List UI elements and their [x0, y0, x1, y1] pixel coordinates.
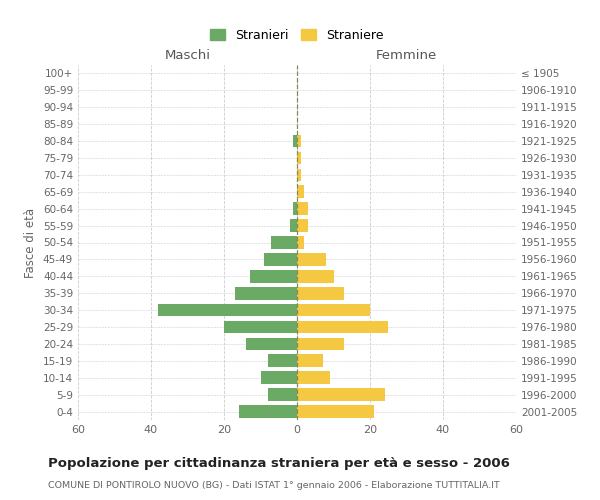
- Y-axis label: Fasce di età: Fasce di età: [25, 208, 37, 278]
- Bar: [224, 320, 297, 334]
- Bar: [297, 287, 344, 300]
- Bar: [297, 186, 304, 198]
- Bar: [297, 134, 301, 147]
- Bar: [239, 405, 297, 418]
- Bar: [268, 354, 297, 367]
- Bar: [250, 270, 297, 282]
- Text: Maschi: Maschi: [164, 48, 211, 62]
- Bar: [297, 253, 326, 266]
- Bar: [297, 372, 330, 384]
- Bar: [297, 338, 344, 350]
- Text: COMUNE DI PONTIROLO NUOVO (BG) - Dati ISTAT 1° gennaio 2006 - Elaborazione TUTTI: COMUNE DI PONTIROLO NUOVO (BG) - Dati IS…: [48, 481, 500, 490]
- Bar: [297, 202, 308, 215]
- Bar: [271, 236, 297, 249]
- Bar: [297, 388, 385, 401]
- Bar: [297, 152, 301, 164]
- Bar: [297, 270, 334, 282]
- Bar: [297, 354, 323, 367]
- Text: Popolazione per cittadinanza straniera per età e sesso - 2006: Popolazione per cittadinanza straniera p…: [48, 458, 510, 470]
- Legend: Stranieri, Straniere: Stranieri, Straniere: [206, 25, 388, 46]
- Bar: [158, 304, 297, 316]
- Bar: [297, 168, 301, 181]
- Bar: [293, 134, 297, 147]
- Bar: [297, 236, 304, 249]
- Y-axis label: Anni di nascita: Anni di nascita: [597, 199, 600, 286]
- Bar: [297, 405, 374, 418]
- Bar: [297, 304, 370, 316]
- Bar: [290, 220, 297, 232]
- Bar: [297, 320, 388, 334]
- Bar: [260, 372, 297, 384]
- Bar: [293, 202, 297, 215]
- Bar: [264, 253, 297, 266]
- Text: Femmine: Femmine: [376, 48, 437, 62]
- Bar: [268, 388, 297, 401]
- Bar: [297, 220, 308, 232]
- Bar: [246, 338, 297, 350]
- Bar: [235, 287, 297, 300]
